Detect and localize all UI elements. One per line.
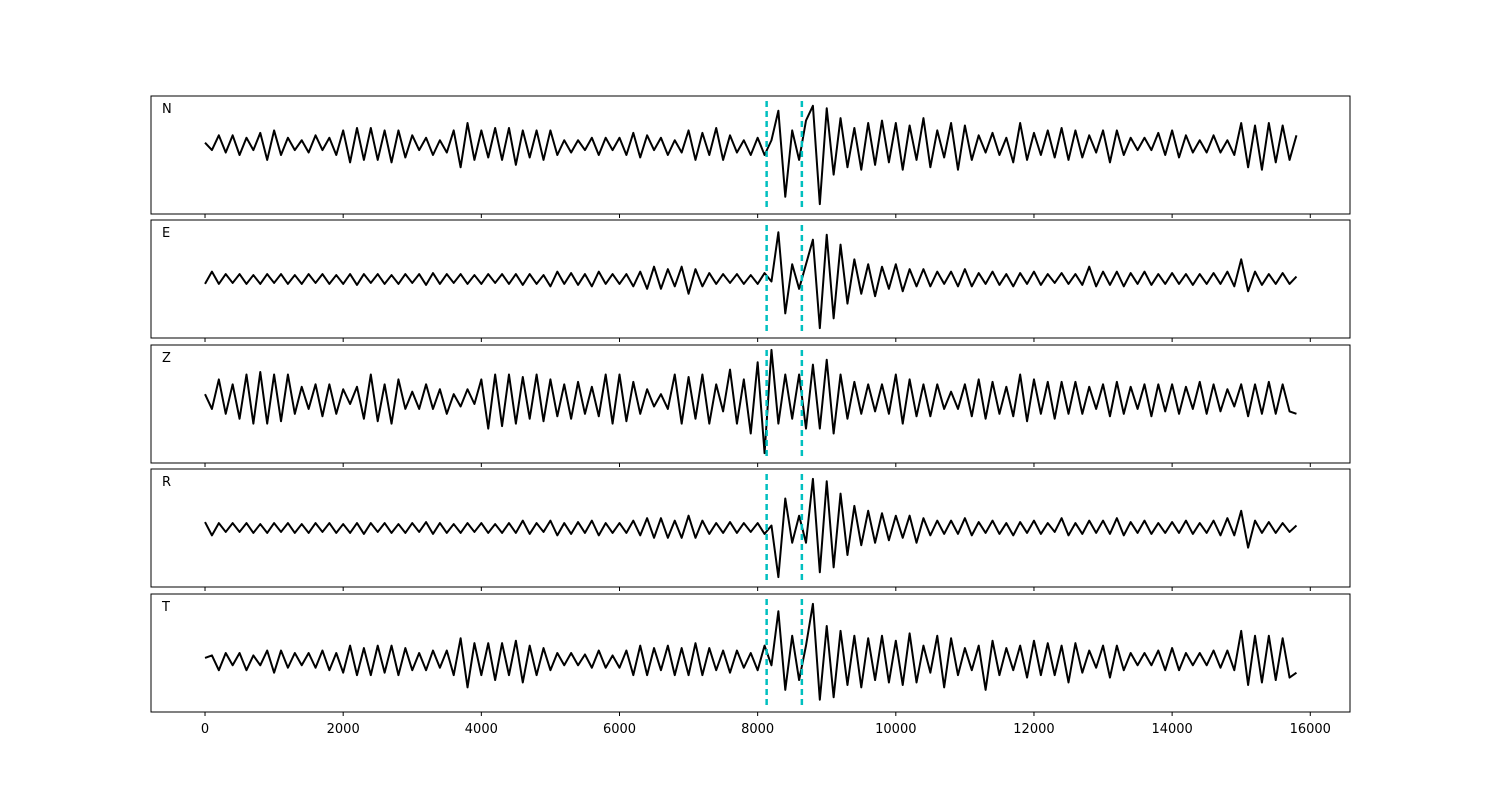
trace [204, 104, 1298, 206]
panel-label: T [161, 600, 170, 615]
x-tick-label: 6000 [603, 722, 636, 737]
x-tick-label: 14000 [1151, 722, 1192, 737]
x-tick-label: 12000 [1013, 722, 1054, 737]
panel-frame [150, 593, 1351, 713]
panel-label: R [162, 475, 171, 490]
panel-label: N [162, 102, 172, 117]
panel-frame [150, 219, 1351, 339]
panel-frame [150, 95, 1351, 215]
trace [204, 231, 1298, 330]
x-tick-label: 8000 [741, 722, 774, 737]
panel-frame [150, 344, 1351, 464]
panel-label: E [162, 226, 170, 241]
trace [204, 477, 1298, 579]
trace [204, 348, 1297, 455]
x-tick-label: 0 [201, 722, 209, 737]
panel-label: Z [162, 351, 171, 366]
x-tick-label: 2000 [327, 722, 360, 737]
x-tick-label: 10000 [875, 722, 916, 737]
trace [204, 602, 1298, 701]
x-tick-label: 4000 [465, 722, 498, 737]
x-tick-label: 16000 [1290, 722, 1331, 737]
panel-frame [150, 468, 1351, 588]
